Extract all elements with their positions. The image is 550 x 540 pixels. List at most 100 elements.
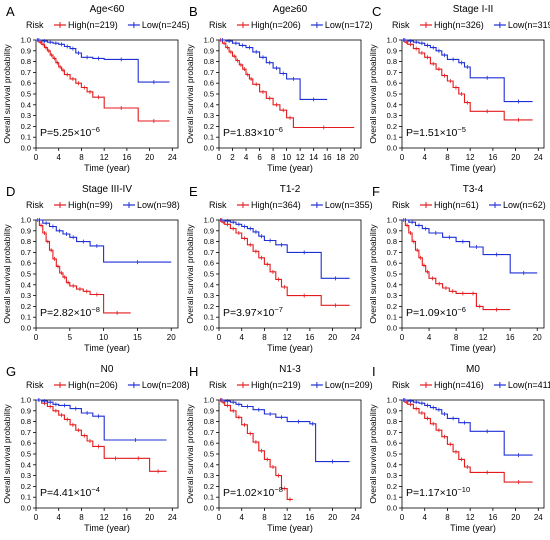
panel-d-xtick-label: 10 [99,333,108,342]
panel-a: A Age<60 Risk High(n=219) Low(n=245) 0.0 0.1 0.… [2,4,190,173]
panel-g-pvalue: P=4.41×10−4 [40,485,100,500]
panel-f-legend-label-high: High(n=61) [434,200,479,210]
panel-b-xtick-label: 0 [217,153,222,162]
panel-h-xtick-label: 0 [217,513,222,522]
panel-e-ytick-label: 0.3 [204,291,214,300]
panel-i-ytick-label: 0.6 [387,439,397,448]
panel-e-ytick-label: 0.6 [204,259,214,268]
panel-b-xtick-label: 4 [244,153,249,162]
panel-d-legend-title: Risk [26,200,44,210]
panel-d-xtick-label: 0 [34,333,39,342]
panel-g-xlabel: Time (year) [84,523,130,533]
panel-c-ytick-label: 0.9 [387,46,397,55]
panel-b-xtick-label: 8 [271,153,276,162]
panel-a-xtick-label: 0 [34,153,39,162]
panel-d-ytick-label: 0.8 [21,237,31,246]
panel-b-ytick-label: 0.9 [204,46,214,55]
panel-a-ytick-label: 0.1 [21,133,31,142]
panel-d-ytick-label: 0.2 [21,302,31,311]
panel-f-xtick-label: 16 [506,333,515,342]
panel-f-ytick-label: 1.0 [387,216,397,225]
panel-i-letter: I [372,364,376,379]
panel-d-xtick-label: 20 [167,333,176,342]
panel-c-xtick-label: 12 [466,153,475,162]
panel-i-ytick-label: 0.1 [387,493,397,502]
panel-i-ytick-label: 0.3 [387,471,397,480]
panel-h-xtick-label: 20 [328,513,337,522]
panel-g-xtick-label: 16 [122,513,131,522]
panel-e-xtick-label: 20 [328,333,337,342]
panel-b-ytick-label: 0.4 [204,100,214,109]
panel-g-ytick-label: 0.9 [21,406,31,415]
panel-c-xlabel: Time (year) [450,163,496,173]
panel-i-ytick-label: 0.2 [387,482,397,491]
panel-d-ytick-label: 0.5 [21,270,31,279]
panel-h-ytick-label: 0.6 [204,439,214,448]
panel-d-title: Stage III-IV [82,184,132,195]
panel-a-pvalue-exponent: −6 [91,125,100,134]
panel-h-ylabel: Overall survival probability [185,404,195,504]
panel-i-xtick-label: 20 [511,513,520,522]
panel-e-xlabel: Time (year) [267,343,313,353]
panel-d-curve-low [36,219,172,263]
panel-c-pvalue-exponent: −5 [457,125,466,134]
panel-a-ytick-label: 0.8 [21,57,31,66]
panel-g-xtick-label: 4 [56,513,61,522]
panel-h-xtick-label: 12 [283,513,292,522]
panel-a-xtick-label: 16 [122,153,131,162]
panel-f-pvalue: P=1.09×10−6 [406,305,466,320]
panel-i-xtick-label: 24 [534,513,543,522]
panel-a-xtick-label: 12 [100,153,109,162]
panel-d-ytick-label: 0.9 [21,226,31,235]
panel-b-xtick-label: 10 [282,153,291,162]
panel-f-xtick-label: 4 [427,333,432,342]
panel-h-legend-label-high: High(n=219) [251,380,301,390]
panel-b-xtick-label: 6 [257,153,262,162]
panel-a-xtick-label: 8 [79,153,84,162]
panel-i-xtick-label: 8 [445,513,450,522]
panel-g-title: N0 [101,364,114,375]
panel-g-curve-high [36,399,167,472]
panel-b-curve-high [219,39,355,129]
panel-d-ylabel: Overall survival probability [2,224,12,324]
panel-e-legend-label-high: High(n=364) [251,200,301,210]
panel-c-ytick-label: 0.4 [387,100,397,109]
panel-e-ytick-label: 1.0 [204,216,214,225]
panel-c-ytick-label: 0.2 [387,122,397,131]
panel-h-ytick-label: 0.0 [204,504,214,513]
panel-a-pvalue: P=5.25×10−6 [40,125,100,140]
panel-f-ylabel: Overall survival probability [368,224,378,324]
panel-i-legend-title: Risk [392,380,410,390]
panel-c-letter: C [372,4,381,19]
panel-c-ytick-label: 0.1 [387,133,397,142]
panel-e-xtick-label: 0 [217,333,222,342]
panel-a-ytick-label: 1.0 [21,36,31,45]
panel-c-xtick-label: 16 [488,153,497,162]
panel-d-ytick-label: 0.7 [21,248,31,257]
panel-f-ytick-label: 0.0 [387,324,397,333]
panel-h-letter: H [189,364,198,379]
panel-i-xtick-label: 4 [422,513,427,522]
panel-g-ytick-label: 0.8 [21,417,31,426]
panel-e-xtick-label: 8 [262,333,267,342]
panel-g-letter: G [6,364,16,379]
panel-e-pvalue-exponent: −7 [274,305,283,314]
panel-f-xlabel: Time (year) [450,343,496,353]
panel-e-pvalue: P=3.97×10−7 [223,305,283,320]
panel-c-xtick-label: 4 [422,153,427,162]
panel-b-ytick-label: 0.7 [204,68,214,77]
panel-b-xlabel: Time (year) [267,163,313,173]
panel-b-ytick-label: 0.6 [204,79,214,88]
panel-f-ytick-label: 0.6 [387,259,397,268]
panel-b-title: Age≥60 [273,4,308,15]
panel-a-xtick-label: 20 [145,153,154,162]
panel-g-legend-label-high: High(n=206) [68,380,118,390]
panel-g-ytick-label: 0.2 [21,482,31,491]
panel-e-curve-low [219,219,350,279]
panel-i-legend-label-high: High(n=416) [434,380,484,390]
panel-i-title: M0 [466,364,480,375]
panel-i-ytick-label: 0.4 [387,460,397,469]
panel-c-xtick-label: 20 [511,153,520,162]
panel-h: H N1-3 Risk High(n=219) Low(n=209) 0.0 0.1 0.2 0… [185,364,373,533]
panel-h-legend-title: Risk [209,380,227,390]
